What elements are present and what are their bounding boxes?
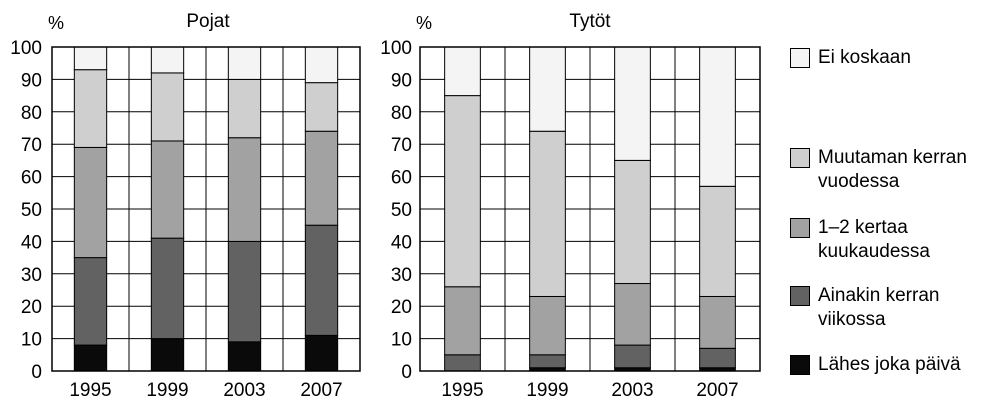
bar-segment	[150, 338, 185, 372]
x-tick-label: 2003	[611, 380, 653, 401]
y-tick-label: 20	[391, 297, 412, 318]
bar-segment	[699, 295, 736, 349]
bar-segment	[699, 185, 736, 297]
bar-segment	[227, 341, 262, 372]
x-tick-label: 1995	[69, 380, 111, 401]
bar-segment	[304, 224, 339, 336]
bar-segment	[227, 240, 262, 343]
legend-swatch-ainakin-kerran-viikossa	[790, 286, 810, 306]
bar-segment	[614, 46, 651, 161]
bar-segment	[304, 46, 339, 84]
x-tick-label: 2003	[223, 380, 265, 401]
y-tick-label: 40	[391, 232, 412, 253]
y-axis-label: %	[416, 13, 432, 33]
bar-segment	[150, 72, 185, 142]
bar-segment	[529, 46, 566, 132]
legend-swatch-1-2-kertaa-kuukaudessa	[790, 218, 810, 238]
bar-segment	[227, 137, 262, 242]
legend-item-ei-koskaan: Ei koskaan	[790, 46, 978, 70]
y-tick-label: 30	[391, 265, 412, 286]
bar-segment	[444, 46, 481, 97]
legend-label-1-2-kertaa-kuukaudessa: 1–2 kertaa kuukaudessa	[818, 217, 930, 262]
x-tick-label: 1995	[441, 380, 483, 401]
y-tick-label: 10	[21, 330, 42, 351]
y-tick-label: 60	[21, 168, 42, 189]
chart-title: Tytöt	[569, 11, 611, 32]
legend-item-ainakin-kerran-viikossa: Ainakin kerran viikossa	[790, 284, 978, 332]
y-tick-label: 20	[21, 297, 42, 318]
y-tick-label: 70	[21, 135, 42, 156]
y-tick-label: 80	[391, 103, 412, 124]
bar-segment	[444, 95, 481, 288]
plot-frame	[419, 46, 761, 372]
y-tick-label: 30	[21, 265, 42, 286]
y-tick-label: 10	[391, 330, 412, 351]
y-tick-label: 40	[21, 232, 42, 253]
bar-segment	[73, 69, 108, 148]
y-tick-label: 0	[401, 362, 412, 383]
bar-segment	[444, 286, 481, 356]
y-tick-label: 100	[380, 38, 412, 59]
y-axis-label: %	[48, 13, 64, 33]
bar-segment	[227, 78, 262, 139]
bar-segment	[614, 344, 651, 369]
legend-item-1-2-kertaa-kuukaudessa: 1–2 kertaa kuukaudessa	[790, 216, 978, 264]
y-tick-label: 50	[21, 200, 42, 221]
legend-swatch-lahes-joka-paiva	[790, 355, 810, 375]
bar-segment	[699, 46, 736, 187]
bar-segment	[73, 344, 108, 372]
legend-label-ei-koskaan: Ei koskaan	[818, 47, 911, 68]
y-tick-label: 90	[391, 70, 412, 91]
bar-segment	[304, 82, 339, 132]
y-tick-label: 70	[391, 135, 412, 156]
plot-frame	[51, 46, 361, 372]
y-tick-label: 50	[391, 200, 412, 221]
legend-swatch-muutaman-kerran-vuodessa	[790, 148, 810, 168]
y-tick-label: 90	[21, 70, 42, 91]
legend-item-muutaman-kerran-vuodessa: Muutaman kerran vuodessa	[790, 146, 978, 194]
chart-pojat: 1995 1999 2003 2007 0 10 20 30 40 50 60 70 80 90 100 Po…	[10, 11, 361, 401]
bar-segment	[150, 140, 185, 239]
legend-item-lahes-joka-paiva: Lähes joka päivä	[790, 353, 978, 377]
chart-title: Pojat	[186, 11, 230, 32]
bar-segment	[73, 257, 108, 346]
chart-tytot: 1995 1999 2003 2007 0 10 20 30 40 50 60 70 80 90 100 Ty…	[380, 11, 761, 401]
legend-label-muutaman-kerran-vuodessa: Muutaman kerran vuodessa	[818, 147, 967, 192]
legend-label-ainakin-kerran-viikossa: Ainakin kerran viikossa	[818, 285, 940, 330]
y-tick-label: 80	[21, 103, 42, 124]
bar-segment	[614, 283, 651, 346]
bar-segment	[614, 159, 651, 285]
bar-segment	[304, 130, 339, 226]
bar-segment	[304, 334, 339, 372]
x-tick-label: 2007	[300, 380, 342, 401]
bar-segment	[699, 347, 736, 369]
x-tick-label: 1999	[146, 380, 188, 401]
y-tick-label: 100	[10, 38, 42, 59]
x-tick-label: 1999	[526, 380, 568, 401]
bar-segment	[529, 295, 566, 356]
bar-segment	[444, 354, 481, 372]
legend-swatch-ei-koskaan	[790, 48, 810, 68]
bar-segment	[150, 46, 185, 74]
x-tick-label: 2007	[696, 380, 738, 401]
bar-segment	[529, 354, 566, 369]
legend-label-lahes-joka-paiva: Lähes joka päivä	[818, 354, 961, 375]
bar-segment	[73, 46, 108, 71]
bar-segment	[227, 46, 262, 80]
y-tick-label: 60	[391, 168, 412, 189]
bar-segment	[73, 146, 108, 259]
bar-segment	[529, 130, 566, 297]
bar-segment	[150, 237, 185, 340]
y-tick-label: 0	[31, 362, 42, 383]
